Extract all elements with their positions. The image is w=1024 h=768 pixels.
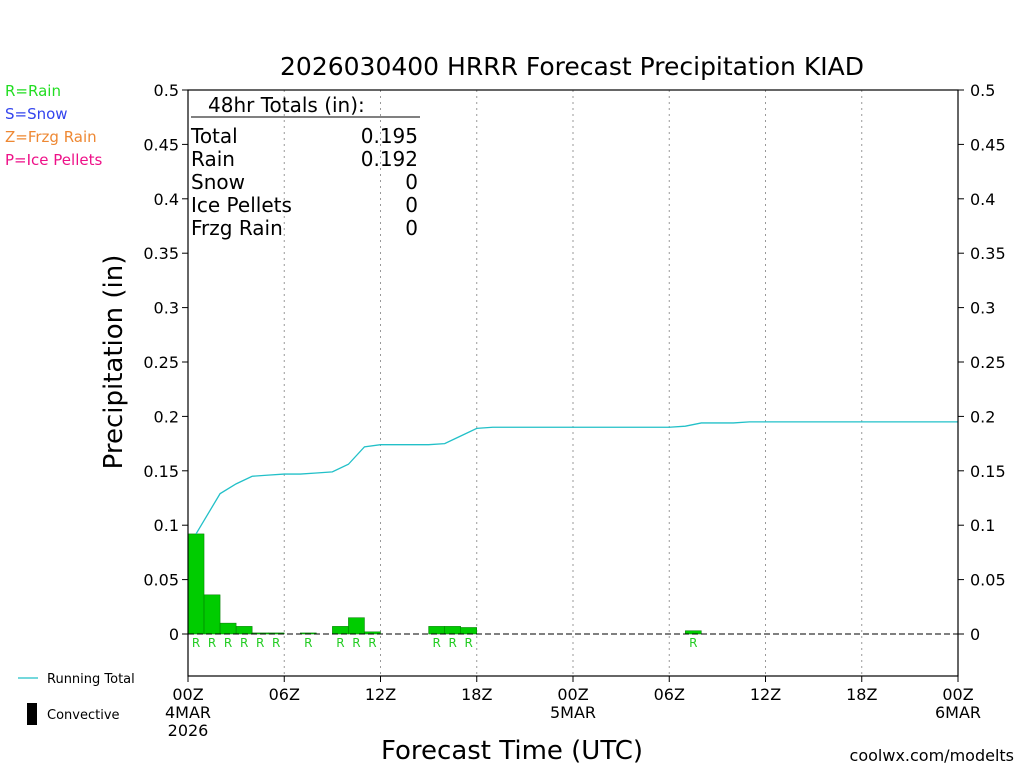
x-tick-label: 06Z: [269, 685, 300, 704]
totals-row-label: Frzg Rain: [191, 216, 283, 240]
y-tick-label: 0.45: [143, 135, 179, 154]
hourly-precip-bars: [187, 533, 702, 635]
y-tick-label: 0.25: [143, 353, 179, 372]
y-tick-label: 0.35: [143, 244, 179, 263]
precip-type-label: R: [689, 636, 697, 650]
y-tick-label: 0: [169, 625, 179, 644]
precip-type-legend-item: R=Rain: [5, 82, 61, 100]
totals-row-value: 0.195: [361, 124, 418, 148]
precip-bar: [444, 626, 461, 635]
x-tick-label: 00Z: [942, 685, 973, 704]
precip-type-label: R: [352, 636, 360, 650]
x-tick-label: 12Z: [750, 685, 781, 704]
y-tick-label-right: 0.3: [970, 299, 995, 318]
y-tick-label-right: 0.1: [970, 516, 995, 535]
x-tick-label: 12Z: [365, 685, 396, 704]
totals-box: 48hr Totals (in): Total 0.195 Rain 0.192 Snow…: [190, 93, 420, 240]
y-tick-label: 0.3: [154, 299, 179, 318]
series-legend: Running Total Convective: [18, 672, 135, 725]
precip-bar: [235, 626, 253, 635]
series-legend-label: Convective: [47, 708, 120, 723]
x-tick-label: 00Z: [172, 685, 203, 704]
totals-row-label: Ice Pellets: [191, 193, 292, 217]
precip-type-legend-item: S=Snow: [5, 105, 68, 123]
x-tick-label: 00Z: [557, 685, 588, 704]
right-y-axis-ticks: 0 0.05 0.1 0.15 0.2 0.25 0.3 0.35 0.4 0.45 0.5: [958, 81, 1006, 644]
y-tick-label: 0.4: [154, 190, 179, 209]
precip-type-legend-item: P=Ice Pellets: [5, 151, 102, 169]
x-axis-label: Forecast Time (UTC): [381, 736, 643, 766]
precip-bar: [332, 626, 349, 635]
precip-type-label: R: [256, 636, 264, 650]
x-tick-label: 06Z: [654, 685, 685, 704]
y-tick-label-right: 0.45: [970, 135, 1006, 154]
totals-heading: 48hr Totals (in):: [208, 93, 365, 117]
y-tick-label: 0.5: [154, 81, 179, 100]
precip-bar: [428, 626, 445, 635]
y-tick-label-right: 0: [970, 625, 980, 644]
precip-type-label: R: [208, 636, 216, 650]
precip-type-label: R: [304, 636, 312, 650]
y-tick-label-right: 0.2: [970, 407, 995, 426]
precip-type-label: R: [368, 636, 376, 650]
precip-bar: [187, 533, 205, 635]
y-tick-label-right: 0.05: [970, 571, 1006, 590]
y-tick-label-right: 0.5: [970, 81, 995, 100]
totals-row-value: 0: [405, 216, 418, 240]
precip-bar: [219, 622, 237, 635]
precip-type-label: R: [449, 636, 457, 650]
credit-text: coolwx.com/modelts: [850, 746, 1014, 765]
precip-bar: [203, 594, 221, 635]
totals-row-label: Rain: [191, 147, 235, 171]
series-legend-label: Running Total: [47, 672, 135, 687]
precip-bar: [348, 617, 365, 635]
x-tick-label: 4MAR: [165, 703, 211, 722]
precip-bar: [267, 632, 285, 635]
x-tick-label: 18Z: [846, 685, 877, 704]
totals-row-label: Total: [190, 124, 238, 148]
precip-type-label: R: [465, 636, 473, 650]
y-axis-label: Precipitation (in): [99, 255, 129, 470]
legend-bar-symbol: [27, 703, 37, 725]
x-tick-label: 5MAR: [550, 703, 596, 722]
y-tick-label: 0.15: [143, 462, 179, 481]
precip-type-label: R: [224, 636, 232, 650]
precip-type-label: R: [272, 636, 280, 650]
y-tick-label: 0.1: [154, 516, 179, 535]
totals-row-value: 0: [405, 193, 418, 217]
y-tick-label-right: 0.35: [970, 244, 1006, 263]
totals-row-label: Snow: [191, 170, 245, 194]
precip-type-legend: R=Rain S=Snow Z=Frzg Rain P=Ice Pellets: [5, 82, 102, 169]
precip-type-label: R: [192, 636, 200, 650]
y-tick-label: 0.2: [154, 407, 179, 426]
y-tick-label-right: 0.4: [970, 190, 995, 209]
totals-row-value: 0: [405, 170, 418, 194]
precip-bar: [460, 627, 478, 635]
totals-row-value: 0.192: [361, 147, 418, 171]
chart-title: 2026030400 HRRR Forecast Precipitation K…: [280, 52, 864, 81]
y-tick-label-right: 0.15: [970, 462, 1006, 481]
precip-type-label: R: [240, 636, 248, 650]
left-y-axis-ticks: 0 0.05 0.1 0.15 0.2 0.25 0.3 0.35 0.4 0.45 0.5: [143, 81, 188, 644]
precip-type-label: R: [432, 636, 440, 650]
precip-type-label: R: [336, 636, 344, 650]
x-tick-label: 2026: [168, 721, 209, 740]
y-tick-label-right: 0.25: [970, 353, 1006, 372]
x-tick-label: 18Z: [461, 685, 492, 704]
vertical-grid-lines: [283, 90, 863, 676]
x-tick-label: 6MAR: [935, 703, 981, 722]
y-tick-label: 0.05: [143, 571, 179, 590]
precip-type-legend-item: Z=Frzg Rain: [5, 128, 97, 146]
running-total-line: [195, 421, 958, 535]
